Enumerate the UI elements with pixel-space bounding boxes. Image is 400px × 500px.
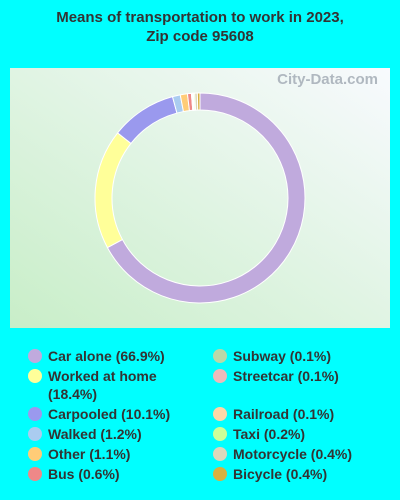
legend-swatch <box>213 407 227 421</box>
legend: Car alone (66.9%) Worked at home (18.4%) C… <box>28 347 383 483</box>
legend-label: Railroad (0.1%) <box>233 406 335 422</box>
legend-item: Car alone (66.9%) <box>28 347 213 365</box>
legend-label: Taxi (0.2%) <box>233 426 306 442</box>
plot-area <box>10 68 390 328</box>
legend-swatch <box>28 447 42 461</box>
chart: City-Data.com <box>10 68 390 328</box>
legend-label: Worked at home (18.4%) <box>48 368 157 402</box>
legend-swatch <box>28 427 42 441</box>
legend-label: Motorcycle (0.4%) <box>233 446 353 462</box>
legend-item: Railroad (0.1%) <box>213 405 383 423</box>
legend-swatch <box>213 369 227 383</box>
legend-item: Worked at home (18.4%) <box>28 367 213 403</box>
legend-swatch <box>28 349 42 363</box>
legend-item: Streetcar (0.1%) <box>213 367 383 403</box>
legend-label: Car alone (66.9%) <box>48 348 165 364</box>
legend-label: Walked (1.2%) <box>48 426 142 442</box>
legend-item: Other (1.1%) <box>28 445 213 463</box>
legend-label: Bicycle (0.4%) <box>233 466 328 482</box>
legend-label: Streetcar (0.1%) <box>233 368 339 384</box>
title-text: Means of transportation to work in 2023,… <box>56 9 344 45</box>
legend-swatch <box>28 369 42 383</box>
legend-item: Motorcycle (0.4%) <box>213 445 383 463</box>
legend-label: Bus (0.6%) <box>48 466 120 482</box>
legend-swatch <box>28 467 42 481</box>
legend-item: Subway (0.1%) <box>213 347 383 365</box>
legend-swatch <box>213 427 227 441</box>
legend-item: Bicycle (0.4%) <box>213 465 383 483</box>
legend-item: Bus (0.6%) <box>28 465 213 483</box>
legend-swatch <box>213 349 227 363</box>
legend-swatch <box>213 467 227 481</box>
watermark: City-Data.com <box>277 71 378 88</box>
legend-label: Subway (0.1%) <box>233 348 332 364</box>
legend-item: Walked (1.2%) <box>28 425 213 443</box>
legend-label: Carpooled (10.1%) <box>48 406 171 422</box>
legend-label: Other (1.1%) <box>48 446 131 462</box>
donut-slice <box>196 92 201 111</box>
legend-item: Taxi (0.2%) <box>213 425 383 443</box>
chart-title: Means of transportation to work in 2023,… <box>0 8 400 46</box>
legend-item: Carpooled (10.1%) <box>28 405 213 423</box>
legend-swatch <box>213 447 227 461</box>
legend-swatch <box>28 407 42 421</box>
